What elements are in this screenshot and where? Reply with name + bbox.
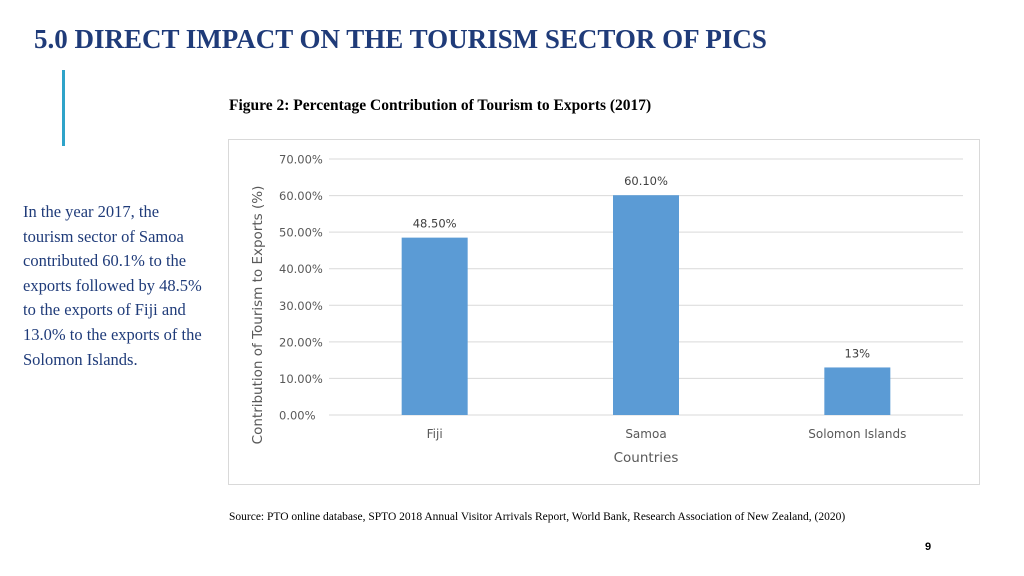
x-axis-title: Countries — [614, 450, 679, 466]
y-tick-label: 40.00% — [279, 262, 323, 276]
data-label: 60.10% — [624, 174, 668, 188]
bar-samoa — [613, 195, 679, 415]
source-note: Source: PTO online database, SPTO 2018 A… — [229, 511, 846, 523]
accent-bar — [62, 70, 65, 146]
y-tick-label: 50.00% — [279, 226, 323, 240]
bars — [401, 195, 891, 415]
chart-frame: 0.00% 10.00% 20.00% 30.00% 40.00% 50.00% 60.00… — [228, 139, 980, 485]
data-label: 13% — [845, 346, 871, 360]
y-tick-label: 10.00% — [279, 372, 323, 386]
y-tick-label: 60.00% — [279, 189, 323, 203]
figure-caption: Figure 2: Percentage Contribution of Tou… — [229, 97, 652, 114]
x-tick-label: Solomon Islands — [808, 427, 906, 441]
bar-solomon-islands — [824, 367, 891, 415]
y-tick-label: 0.00% — [279, 409, 316, 423]
page-number: 9 — [925, 541, 932, 553]
x-tick-label: Fiji — [427, 427, 443, 441]
x-tick-label: Samoa — [625, 427, 666, 441]
data-labels: 48.50% 60.10% 13% — [413, 174, 870, 360]
x-axis-ticks: Fiji Samoa Solomon Islands — [427, 427, 907, 441]
bar-fiji — [401, 237, 468, 415]
y-axis-title: Contribution of Tourism to Exports (%) — [250, 186, 266, 445]
y-tick-label: 20.00% — [279, 335, 323, 349]
y-tick-label: 30.00% — [279, 299, 323, 313]
slide-title: 5.0 DIRECT IMPACT ON THE TOURISM SECTOR … — [34, 24, 767, 54]
data-label: 48.50% — [413, 217, 457, 231]
bar-chart: 0.00% 10.00% 20.00% 30.00% 40.00% 50.00% 60.00… — [250, 153, 963, 466]
summary-text: In the year 2017, the tourism sector of … — [23, 202, 202, 369]
y-tick-label: 70.00% — [279, 153, 323, 167]
y-axis-ticks: 0.00% 10.00% 20.00% 30.00% 40.00% 50.00% 60.00… — [279, 153, 323, 423]
